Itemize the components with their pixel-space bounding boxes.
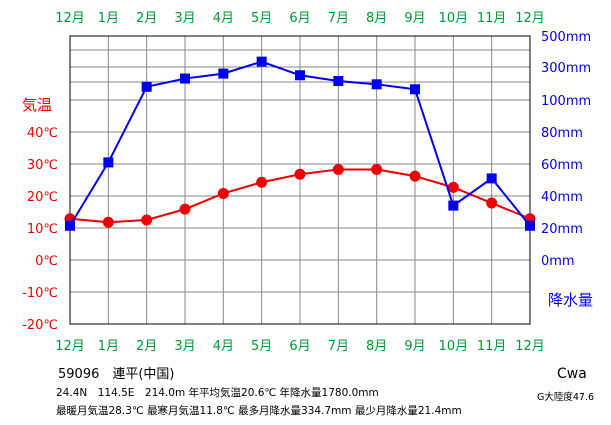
month-label-top: 4月 <box>213 11 234 26</box>
temperature-tick-label: -10℃ <box>22 286 58 301</box>
month-label-top: 3月 <box>174 11 195 26</box>
temperature-tick-label: 0℃ <box>35 254 58 269</box>
month-label-bottom: 12月 <box>515 339 545 354</box>
precipitation-point <box>141 81 152 92</box>
precipitation-point <box>448 200 459 211</box>
month-label-top: 1月 <box>98 11 119 26</box>
precipitation-tick-label: 80mm <box>541 126 583 141</box>
month-labels-bottom: 12月 1月 2月 3月 4月 5月 6月 7月 8月 9月 10月 11月 12月 <box>55 339 545 354</box>
temperature-series <box>64 163 536 228</box>
temperature-point <box>409 170 421 182</box>
month-label-bottom: 8月 <box>366 339 387 354</box>
month-label-top: 9月 <box>404 11 425 26</box>
precipitation-axis-ticks: 500mm 300mm 100mm 80mm 60mm 40mm 20mm 0mm <box>541 30 591 269</box>
precipitation-point <box>65 220 75 231</box>
station-info-line2: 最暖月気温28.3℃ 最寒月気温11.8℃ 最多月降水量334.7mm 最少月降… <box>56 405 462 417</box>
month-label-bottom: 1月 <box>98 339 119 354</box>
month-label-bottom: 12月 <box>55 339 85 354</box>
precipitation-point <box>256 56 267 67</box>
month-labels-top: 12月 1月 2月 3月 4月 5月 6月 7月 8月 9月 10月 11月 12月 <box>55 11 545 26</box>
temperature-point <box>486 197 498 209</box>
precipitation-point <box>180 73 190 84</box>
temperature-point <box>102 216 114 228</box>
grid <box>69 35 531 325</box>
month-label-top: 5月 <box>251 11 272 26</box>
month-label-bottom: 9月 <box>404 339 425 354</box>
temperature-point <box>332 163 344 175</box>
temperature-axis-ticks: 40℃ 30℃ 20℃ 10℃ 0℃ -10℃ -20℃ <box>22 126 58 333</box>
temperature-tick-label: -20℃ <box>22 318 58 333</box>
precipitation-tick-label: 0mm <box>541 254 575 269</box>
month-label-bottom: 11月 <box>477 339 507 354</box>
month-label-top: 12月 <box>515 11 545 26</box>
temperature-point <box>179 203 191 215</box>
precipitation-point <box>371 79 382 90</box>
temperature-point <box>217 187 229 199</box>
month-label-bottom: 5月 <box>251 339 272 354</box>
precipitation-axis-title: 降水量 <box>548 291 593 309</box>
precipitation-tick-label: 300mm <box>541 61 591 76</box>
month-label-bottom: 6月 <box>289 339 310 354</box>
precipitation-tick-label: 500mm <box>541 30 591 45</box>
precipitation-point <box>218 68 229 79</box>
month-label-top: 8月 <box>366 11 387 26</box>
temperature-point <box>256 176 268 188</box>
month-label-bottom: 3月 <box>174 339 195 354</box>
precipitation-point <box>295 70 305 81</box>
temperature-tick-label: 30℃ <box>27 158 58 173</box>
temperature-tick-label: 40℃ <box>27 126 58 141</box>
precipitation-tick-label: 100mm <box>541 94 591 109</box>
precipitation-point <box>103 157 114 168</box>
temperature-tick-label: 20℃ <box>27 190 58 205</box>
precipitation-tick-label: 20mm <box>541 222 583 237</box>
plot-frame <box>69 35 531 325</box>
precipitation-tick-label: 40mm <box>541 190 583 205</box>
month-label-top: 7月 <box>328 11 349 26</box>
station-name: 59096 連平(中国) <box>58 367 175 382</box>
temperature-axis-title: 気温 <box>22 96 52 114</box>
continentality-index: G大陸度47.6 <box>537 392 595 403</box>
month-label-top: 10月 <box>439 11 469 26</box>
month-label-top: 11月 <box>477 11 507 26</box>
precipitation-point <box>410 84 420 95</box>
month-label-bottom: 10月 <box>439 339 469 354</box>
temperature-point <box>447 181 459 193</box>
month-label-top: 2月 <box>136 11 157 26</box>
precipitation-tick-label: 60mm <box>541 158 583 173</box>
precipitation-series <box>65 56 535 231</box>
climate-classification: Cwa <box>557 366 587 382</box>
month-label-bottom: 2月 <box>136 339 157 354</box>
temperature-tick-label: 10℃ <box>27 222 58 237</box>
temperature-point <box>294 168 306 180</box>
precipitation-point <box>333 76 344 87</box>
precipitation-point <box>486 173 497 184</box>
temperature-point <box>141 214 153 226</box>
temperature-point <box>371 163 383 175</box>
month-label-bottom: 4月 <box>213 339 234 354</box>
precipitation-point <box>525 220 535 231</box>
month-label-top: 12月 <box>55 11 85 26</box>
month-label-bottom: 7月 <box>328 339 349 354</box>
month-label-top: 6月 <box>289 11 310 26</box>
station-info-line1: 24.4N 114.5E 214.0m 年平均気温20.6℃ 年降水量1780.… <box>56 387 379 399</box>
